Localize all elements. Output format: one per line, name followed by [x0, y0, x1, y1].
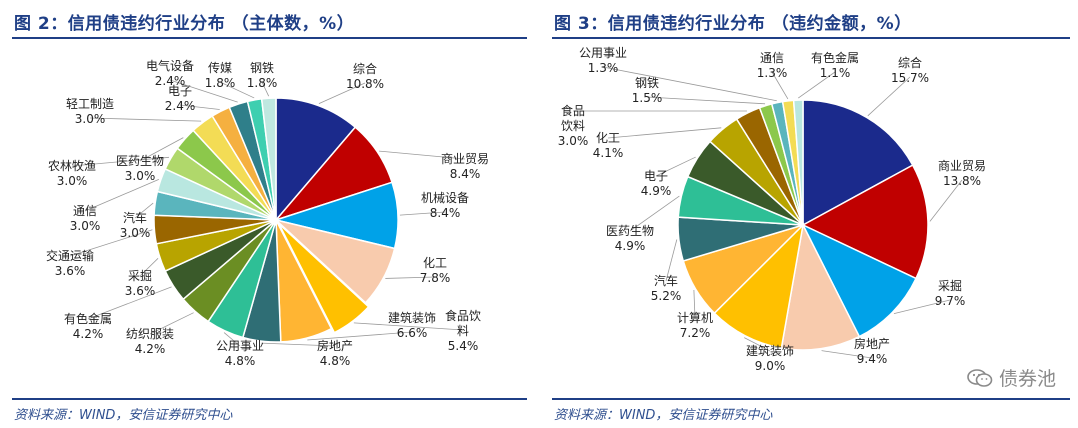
- leader-line: [379, 150, 466, 160]
- wechat-icon: [967, 369, 993, 387]
- leader-line: [318, 82, 366, 105]
- leader-line: [798, 71, 836, 99]
- slice-label: 公用事业 1.3%: [579, 46, 627, 75]
- left-chart-panel: 图 2：信用债违约行业分布 （主体数，%） 综合 10.8% 商业贸易 8.4% 机械设…: [0, 0, 535, 428]
- slice-label: 钢铁 1.5%: [632, 76, 663, 105]
- leader-line: [261, 342, 336, 347]
- slice-label: 汽车 3.0%: [120, 210, 151, 240]
- slice-label: 医药生物 3.0%: [116, 154, 164, 183]
- slice-label: 电子 2.4%: [165, 84, 196, 113]
- leader-line: [69, 229, 153, 257]
- slice-label: 钢铁 1.8%: [247, 61, 278, 90]
- slice-label: 采掘 3.6%: [125, 268, 156, 298]
- slice-label: 交通运输 3.6%: [46, 248, 94, 278]
- source-note: 资料来源：WIND，安信证券研究中心: [554, 408, 773, 423]
- leader-line: [134, 202, 154, 219]
- leader-line: [602, 66, 777, 102]
- leader-line: [929, 179, 963, 222]
- slice-label: 有色金属 4.2%: [64, 311, 112, 341]
- slice-label: 农林牧渔 3.0%: [48, 159, 96, 188]
- slice-label: 采掘 9.7%: [935, 278, 966, 308]
- pie-chart-amount: 综合 15.7% 商业贸易 13.8% 采掘 9.7% 房地产 9.4% 建筑装饰 9.0% 计算机…: [558, 46, 986, 373]
- leader-line: [139, 258, 159, 277]
- leader-line: [385, 276, 436, 279]
- slice-label: 有色金属 1.1%: [811, 50, 859, 80]
- slice-label: 综合 10.8%: [346, 61, 384, 91]
- slice-label: 通信 3.0%: [70, 204, 101, 233]
- footer-rule: [552, 398, 1070, 400]
- slice-label: 计算机 7.2%: [677, 310, 713, 340]
- pie-chart-issuers: 综合 10.8% 商业贸易 8.4% 机械设备 8.4% 化工 7.8% 食品饮料 5.4% 建筑装…: [46, 58, 489, 368]
- leader-line: [893, 299, 951, 315]
- leader-line: [219, 81, 255, 99]
- chart-title: 图 3：信用债违约行业分布 （违约金额，%）: [554, 14, 912, 34]
- leader-line: [261, 81, 270, 97]
- leader-line: [821, 350, 873, 359]
- pie-slice: [802, 99, 914, 227]
- leader-line: [867, 76, 911, 117]
- leader-line: [179, 104, 220, 110]
- slice-label: 商业贸易 8.4%: [441, 151, 489, 181]
- slice-label: 建筑装饰 6.6%: [388, 310, 436, 340]
- leader-line: [771, 71, 789, 100]
- leader-line: [149, 312, 194, 335]
- slice-label: 商业贸易 13.8%: [938, 158, 986, 188]
- leader-line: [629, 195, 680, 232]
- leader-line: [139, 137, 184, 162]
- leader-line: [307, 331, 413, 341]
- leader-line: [353, 322, 464, 331]
- slice-label: 医药生物 4.9%: [606, 224, 654, 253]
- slice-label: 化工 7.8%: [420, 256, 451, 285]
- source-note: 资料来源：WIND，安信证券研究中心: [14, 408, 233, 423]
- pie-slice: [780, 222, 861, 351]
- leader-line: [89, 117, 202, 122]
- slice-label: 机械设备 8.4%: [421, 190, 469, 220]
- slice-label: 公用事业 4.8%: [216, 339, 264, 368]
- slice-label: 房地产 9.4%: [854, 336, 890, 366]
- watermark-text: 债券池: [998, 368, 1056, 390]
- leader-line: [693, 289, 696, 319]
- pie-slice: [278, 223, 370, 334]
- pie-slice: [801, 164, 929, 280]
- leader-line: [169, 79, 238, 103]
- leader-line: [665, 239, 678, 282]
- pie-slice: [275, 97, 357, 223]
- watermark: 债券池: [967, 364, 1056, 391]
- slice-label: 通信 1.3%: [757, 51, 788, 80]
- pie-slice: [260, 97, 277, 221]
- slice-label: 房地产 4.8%: [317, 338, 353, 368]
- slice-label: 电子 4.9%: [641, 169, 672, 198]
- slice-label: 轻工制造 3.0%: [66, 97, 114, 126]
- slice-label: 综合 15.7%: [891, 55, 929, 85]
- slice-label: 纺织服装 4.2%: [126, 327, 174, 356]
- leader-line: [646, 96, 766, 105]
- leader-line: [87, 286, 172, 320]
- footer-rule: [12, 398, 527, 400]
- leader-line: [84, 179, 160, 212]
- pie-slice: [801, 223, 917, 338]
- slice-label: 汽车 5.2%: [651, 273, 682, 303]
- slice-label: 食品饮料 3.0%: [558, 103, 589, 148]
- leader-line: [744, 337, 771, 352]
- leader-line: [71, 156, 170, 167]
- leader-line: [399, 211, 446, 216]
- slice-label: 化工 4.1%: [593, 131, 624, 160]
- title-rule: [552, 37, 1070, 39]
- slice-label: 传媒 1.8%: [205, 60, 236, 90]
- slice-label: 电气设备 2.4%: [146, 58, 194, 88]
- title-rule: [12, 37, 527, 39]
- slice-label: 食品饮料 5.4%: [445, 308, 481, 353]
- leader-line: [655, 156, 696, 177]
- chart-title: 图 2：信用债违约行业分布 （主体数，%）: [14, 14, 355, 34]
- leader-line: [607, 127, 722, 139]
- slice-label: 建筑装饰 9.0%: [746, 343, 794, 373]
- pie-slice: [713, 222, 805, 349]
- pie-slice: [273, 218, 396, 304]
- leader-line: [223, 332, 241, 347]
- right-chart-panel: 图 3：信用债违约行业分布 （违约金额，%） 综合 15.7% 商业贸易 13.8% 采…: [540, 0, 1078, 428]
- pie-slice: [792, 99, 804, 226]
